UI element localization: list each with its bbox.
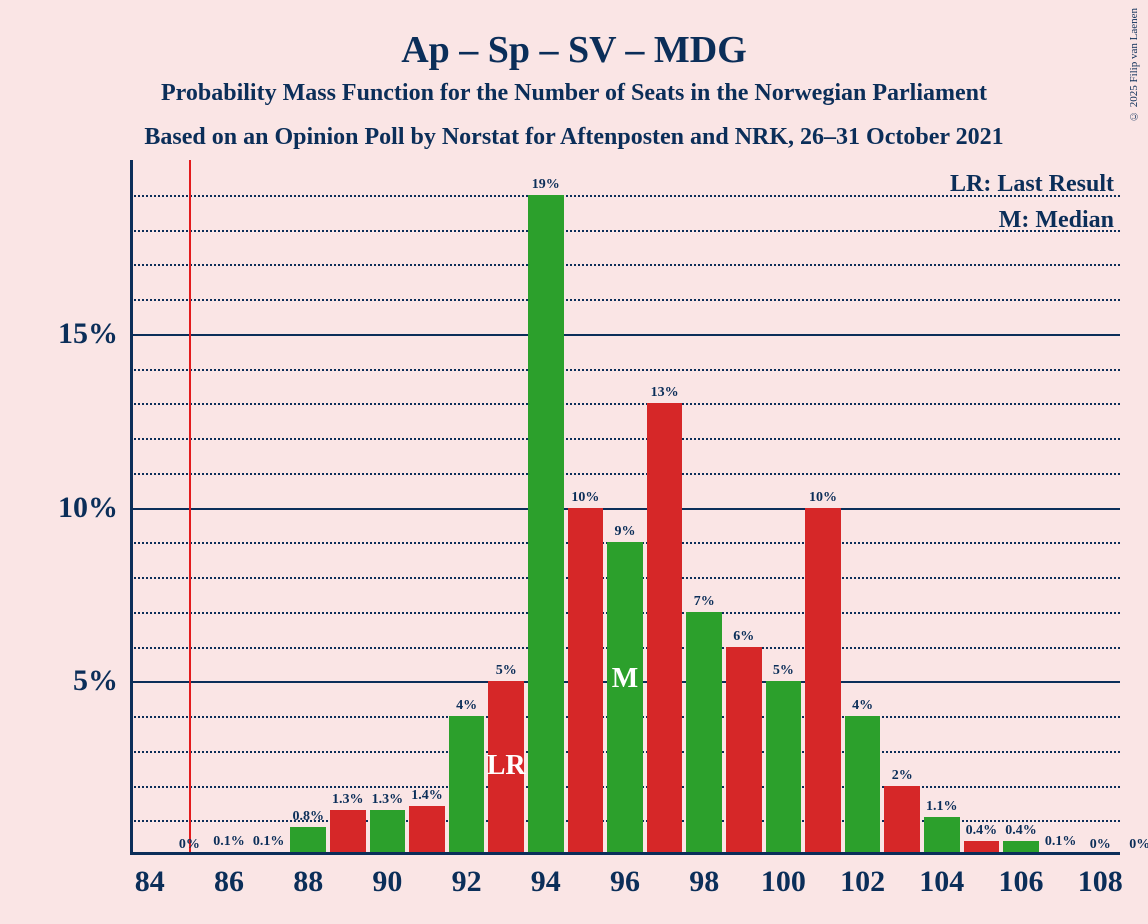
gridline-major [130,334,1120,336]
x-axis-label: 90 [372,855,402,899]
bar-label: 2% [892,768,913,786]
bar: 9% [607,542,643,855]
bar: 6% [726,647,762,856]
legend: LR: Last Result M: Median [950,166,1114,238]
x-axis-label: 102 [840,855,885,899]
chart-title: Ap – Sp – SV – MDG [0,28,1148,72]
bar-label: 0% [1129,837,1148,855]
bar-label: 1.4% [411,788,443,806]
bar-label: 4% [852,698,873,716]
bar-label: 0.1% [1045,834,1077,852]
bar: 1.3% [330,810,366,855]
x-axis-label: 100 [761,855,806,899]
x-axis-label: 108 [1078,855,1123,899]
y-axis-label: 10% [58,491,130,525]
gridline-minor [130,403,1120,405]
chart-subtitle-1: Probability Mass Function for the Number… [0,80,1148,107]
bar: 1.4% [409,806,445,855]
x-axis-label: 86 [214,855,244,899]
gridline-minor [130,438,1120,440]
bar: 2% [884,786,920,856]
x-axis-label: 88 [293,855,323,899]
x-axis-label: 84 [135,855,165,899]
bar-label: 0.4% [1005,823,1037,841]
bar-label: 13% [651,385,679,403]
bar-label: 19% [532,177,560,195]
bar: 10% [805,508,841,856]
bar: 1.3% [370,810,406,855]
x-axis-label: 98 [689,855,719,899]
bar-label: 6% [733,629,754,647]
annotation: LR [487,750,526,782]
x-axis-label: 94 [531,855,561,899]
x-axis-label: 92 [452,855,482,899]
bar-label: 10% [809,490,837,508]
bar-label: 0.8% [292,809,324,827]
bar: 13% [647,403,683,855]
bar: 4% [845,716,881,855]
y-axis-label: 15% [58,317,130,351]
bar: 19% [528,195,564,855]
bar-label: 10% [571,490,599,508]
x-axis-label: 96 [610,855,640,899]
bar-label: 9% [614,524,635,542]
legend-lr: LR: Last Result [950,166,1114,202]
gridline-minor [130,473,1120,475]
bar-label: 1.3% [372,792,404,810]
bar: 10% [568,508,604,856]
bar-label: 5% [496,663,517,681]
bar: 1.1% [924,817,960,855]
bar: 7% [686,612,722,855]
last-result-line [189,160,191,855]
bar-label: 1.3% [332,792,364,810]
chart-plot-area: 5%10%15%0%0.1%0.1%0.8%1.3%1.3%1.4%4%5%19… [130,160,1120,855]
gridline-minor [130,369,1120,371]
gridline-minor [130,264,1120,266]
bar-label: 0.1% [253,834,285,852]
chart-subtitle-2: Based on an Opinion Poll by Norstat for … [0,124,1148,151]
bar-label: 4% [456,698,477,716]
gridline-major [130,508,1120,510]
y-axis-label: 5% [73,664,130,698]
legend-m: M: Median [950,202,1114,238]
x-axis-label: 104 [919,855,964,899]
bar-label: 1.1% [926,799,958,817]
bar: 0.8% [290,827,326,855]
bar: 5% [766,681,802,855]
bar-label: 7% [694,594,715,612]
x-axis-label: 106 [999,855,1044,899]
bar: 4% [449,716,485,855]
bar-label: 5% [773,663,794,681]
y-axis [130,160,133,855]
annotation: M [612,663,638,695]
gridline-minor [130,299,1120,301]
bar-label: 0.1% [213,834,245,852]
bar-label: 0.4% [966,823,998,841]
